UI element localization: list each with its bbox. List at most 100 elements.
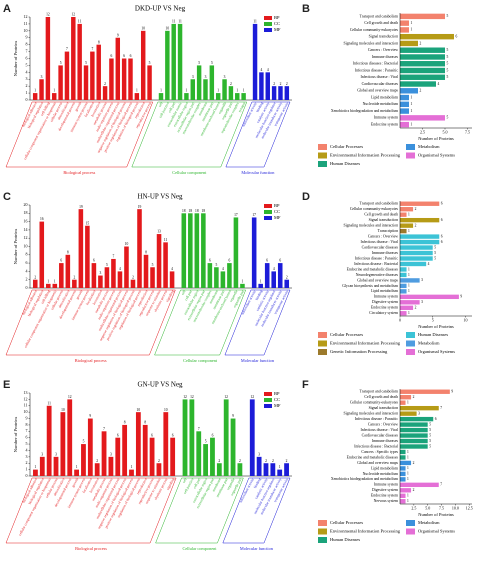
- bar: [400, 294, 459, 300]
- legend-swatch: [318, 340, 327, 347]
- value-label: 1: [34, 89, 36, 93]
- bar: [87, 418, 93, 476]
- y-tick-label: Nucleotide metabolism: [363, 472, 398, 476]
- legend-swatch: [264, 398, 272, 402]
- bar: [400, 94, 409, 101]
- group-bracket: [155, 477, 244, 544]
- bar: [400, 289, 407, 294]
- x-tick-label: growth: [74, 101, 82, 112]
- y-tick-label: Infectious disease : Parasitic: [355, 68, 398, 72]
- value-label: 2: [415, 306, 417, 310]
- value-label: 7: [66, 47, 68, 51]
- legend-label: BP: [274, 391, 280, 396]
- bar: [171, 23, 176, 101]
- bar: [108, 456, 114, 476]
- value-label: 5: [152, 263, 154, 267]
- group-label: Cellular component: [172, 170, 207, 175]
- value-label: 1: [408, 311, 410, 315]
- y-tick-label: 10: [24, 243, 28, 248]
- legend-swatch: [406, 349, 415, 355]
- value-label: 12: [250, 395, 254, 399]
- value-label: 5: [447, 75, 449, 79]
- bar: [400, 278, 420, 283]
- y-tick-label: Infectious diseases : Bacterial: [353, 62, 398, 66]
- value-label: 12: [183, 395, 187, 399]
- bar: [400, 33, 454, 40]
- y-tick-label: Xenobiotics biodegradation and metabolis…: [331, 109, 398, 113]
- value-label: 1: [408, 289, 410, 293]
- group-bracket: [5, 477, 177, 544]
- value-label: 18: [189, 209, 193, 213]
- x-tick-label: membrane: [211, 477, 222, 492]
- value-label: 3: [224, 75, 226, 79]
- bar: [400, 61, 445, 67]
- value-label: 12: [46, 13, 50, 17]
- value-label: 1: [407, 472, 409, 476]
- y-tick-label: 5: [26, 441, 28, 446]
- legend-label: Cellular Processes: [330, 332, 363, 337]
- bar: [189, 399, 195, 476]
- legend-swatch: [264, 28, 272, 32]
- group-bracket: [222, 477, 291, 544]
- x-tick-label: binding: [253, 477, 262, 489]
- y-tick-label: Cellular community-eukaryotes: [350, 207, 399, 211]
- bar: [400, 228, 407, 234]
- legend-label: Environmental Information Processing: [330, 529, 401, 534]
- bar: [400, 395, 412, 400]
- x-tick-label: 5.0: [425, 505, 430, 510]
- bar: [240, 283, 245, 288]
- value-label: 7: [103, 427, 105, 431]
- bar: [143, 254, 149, 288]
- x-tick-label: membrane: [198, 101, 209, 116]
- value-label: 2: [415, 223, 417, 227]
- bar: [115, 437, 121, 476]
- bar: [400, 499, 406, 504]
- bar: [400, 305, 414, 310]
- y-tick-label: Global and overview maps: [357, 89, 398, 93]
- bar: [156, 234, 162, 288]
- value-label: 5: [60, 61, 62, 65]
- bar: [400, 239, 440, 245]
- value-label: 12: [68, 395, 72, 399]
- y-tick-label: Digestive system: [372, 488, 398, 492]
- value-label: 1: [54, 279, 56, 283]
- legend-label: Organismal Systems: [418, 349, 455, 354]
- y-tick-label: Cancers : Specific types: [361, 450, 398, 454]
- bar: [170, 437, 176, 476]
- value-label: 5: [429, 433, 431, 437]
- value-label: 19: [138, 205, 142, 209]
- bar: [39, 221, 45, 288]
- bar: [284, 463, 289, 476]
- legend-label: Human Diseases: [330, 537, 360, 542]
- bar: [228, 86, 234, 100]
- bar: [135, 412, 141, 476]
- y-tick-label: Nucleotide metabolism: [363, 102, 398, 106]
- y-tick-label: Cardiovascular diseases: [362, 245, 399, 249]
- panel-label: E: [3, 379, 10, 391]
- y-tick-label: 12: [24, 235, 28, 240]
- y-axis-label: Number of Proteins: [13, 417, 18, 453]
- value-label: 1: [217, 89, 219, 93]
- value-label: 1: [160, 89, 162, 93]
- x-tick-label: signaling: [165, 289, 175, 302]
- value-label: 2: [73, 275, 75, 279]
- bar: [277, 263, 283, 288]
- value-label: 11: [78, 20, 82, 24]
- legend-label: Environmental Information Processing: [330, 153, 401, 158]
- chart-title: HN-UP VS Neg: [137, 193, 183, 201]
- value-label: 4: [261, 68, 263, 72]
- value-label: 2: [413, 488, 415, 492]
- value-label: 3: [192, 75, 194, 79]
- value-label: 8: [145, 250, 147, 254]
- bar: [258, 283, 263, 288]
- bar: [102, 86, 108, 100]
- value-label: 13: [157, 230, 161, 234]
- value-label: 10: [137, 408, 141, 412]
- value-label: 4: [171, 267, 173, 271]
- legend-swatch: [406, 332, 415, 338]
- x-tick-label: localization: [85, 289, 96, 306]
- legend-swatch: [264, 404, 272, 408]
- y-tick-label: Immune diseases: [372, 55, 399, 59]
- bar: [156, 463, 162, 476]
- panel-label: A: [3, 3, 11, 15]
